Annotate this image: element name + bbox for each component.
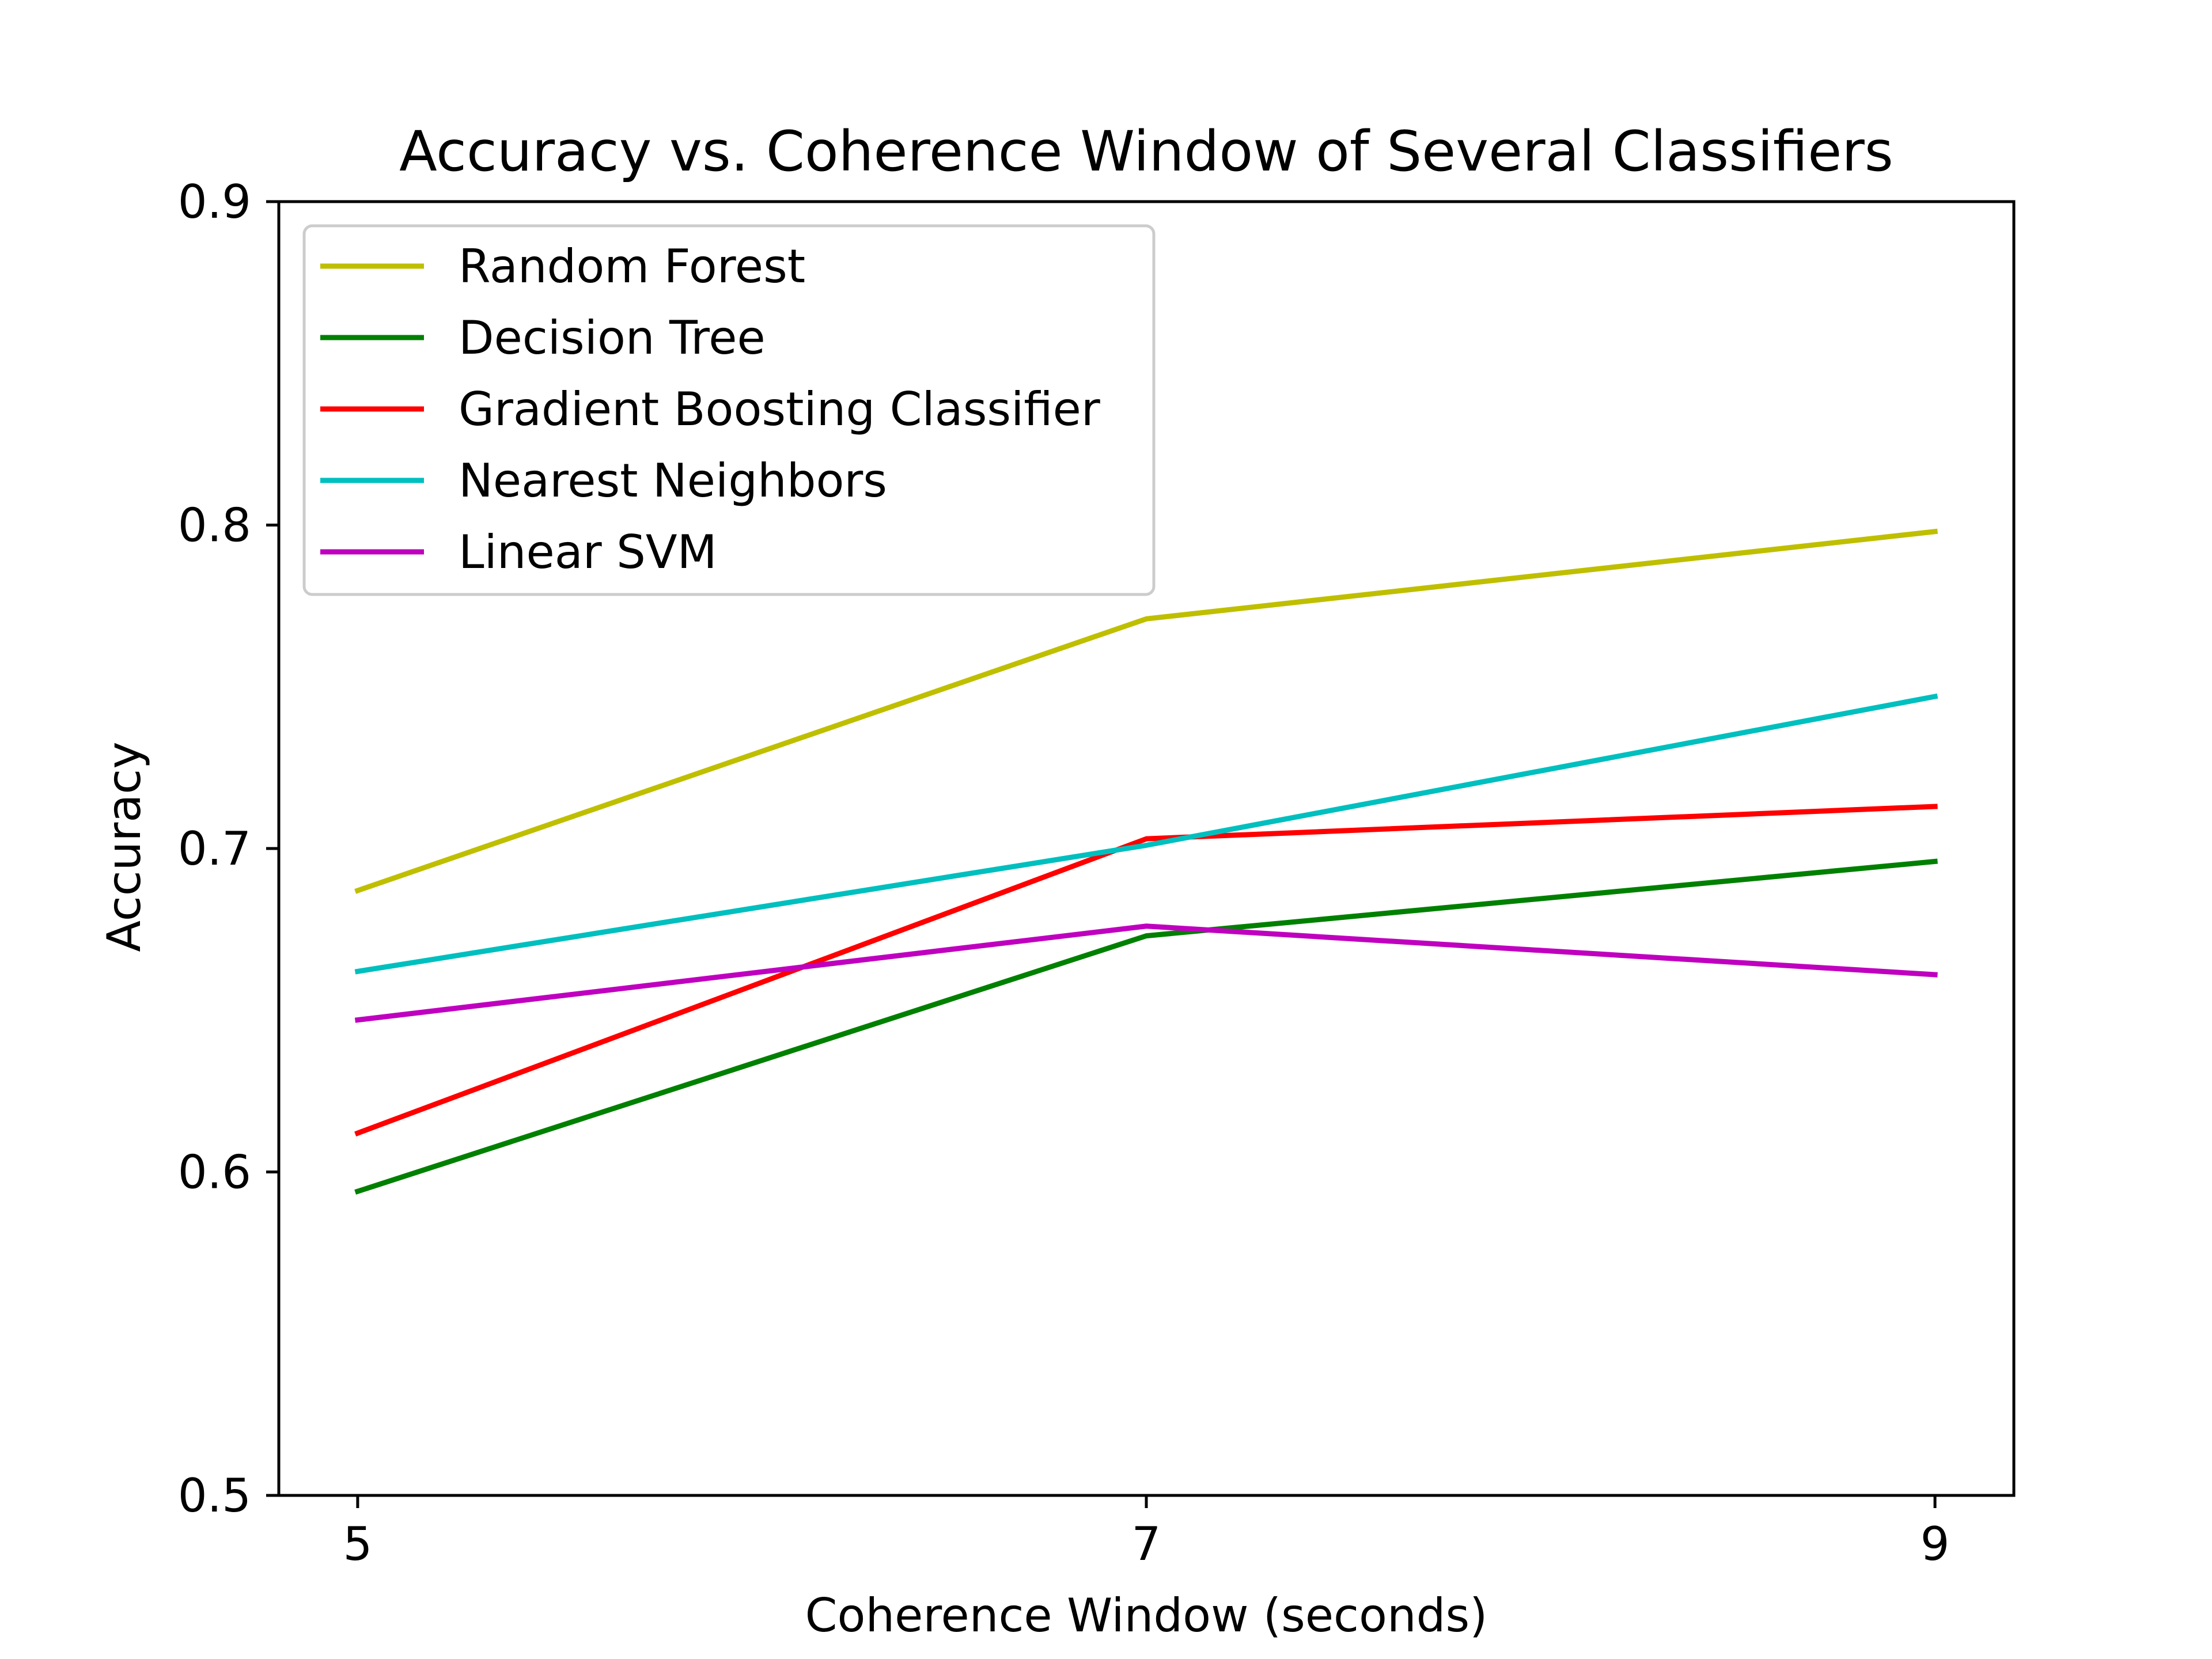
y-tick-label: 0.9 [178,175,251,229]
legend-entry-label: Linear SVM [459,525,717,579]
y-tick-label: 0.8 [178,499,251,552]
series-line-4 [354,923,1938,1023]
y-tick-label: 0.5 [178,1469,251,1522]
x-axis-label: Coherence Window (seconds) [805,1589,1488,1642]
x-tick-label: 7 [1132,1517,1161,1571]
chart-title: Accuracy vs. Coherence Window of Several… [399,119,1893,184]
series-line-1 [354,858,1938,1195]
plot-area: 5 7 9 0.5 0.6 0.7 0.8 0.9 Random Forest Decision … [178,175,2016,1571]
x-tick-label: 5 [343,1517,372,1571]
series-line-0 [354,528,1938,894]
x-tick-label: 9 [1921,1517,1950,1571]
legend-entry-label: Gradient Boosting Classifier [459,382,1100,436]
legend-entry-label: Nearest Neighbors [459,454,887,507]
plot-frame [277,200,2016,1497]
series-line-3 [354,693,1938,975]
legend-entry-label: Decision Tree [459,311,766,365]
y-tick-label: 0.6 [178,1146,251,1199]
legend-entry-label: Random Forest [459,240,805,293]
legend: Random Forest Decision Tree Gradient Boost… [302,224,1156,596]
legend-box [302,224,1156,596]
y-axis-label: Accuracy [97,741,151,952]
series-line-2 [354,804,1938,1137]
y-tick-label: 0.7 [178,822,251,876]
